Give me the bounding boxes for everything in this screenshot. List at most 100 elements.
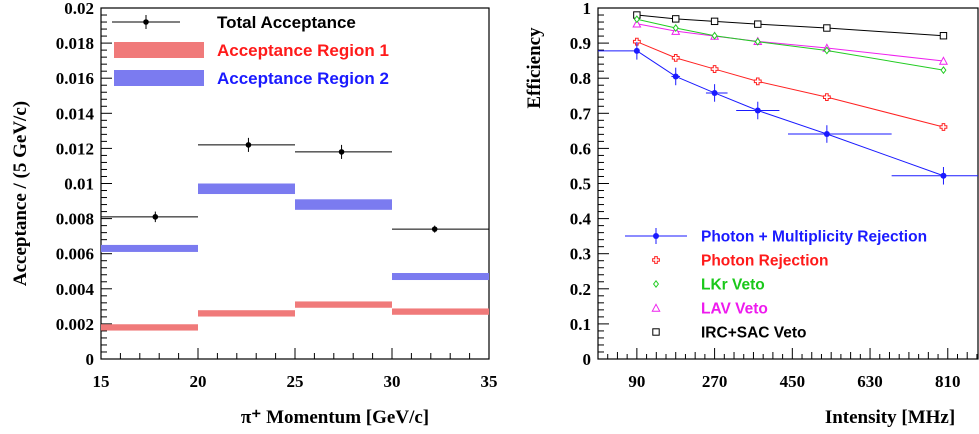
data-point [754,107,761,114]
x-axis-label: π⁺ Momentum [GeV/c] [241,407,429,428]
y-tick-label: 0 [583,350,592,369]
data-point [632,37,641,46]
data-point [939,32,948,40]
total-point [152,214,159,220]
x-tick-label: 30 [384,372,401,391]
y-tick-label: 0.2 [570,280,591,299]
legend-label: Acceptance Region 1 [217,41,389,60]
y-tick-label: 0.014 [56,104,95,123]
data-point [823,131,830,138]
y-tick-label: 0.006 [56,245,94,264]
data-point [711,31,718,40]
band-region2 [295,199,392,210]
band-region1 [101,324,198,331]
legend-marker-point [143,19,149,25]
data-point [710,17,719,26]
data-point [632,19,642,28]
y-tick-label: 0.012 [56,139,94,158]
legend: Total Acceptance Acceptance Region 1 Accep… [112,13,389,88]
y-tick-label: 0.7 [570,104,592,123]
legend-marker [653,233,659,239]
x-tick-label: 20 [190,372,207,391]
y-tick-label: 1 [583,0,592,18]
y-tick-label: 0.4 [570,210,592,229]
series-irc-sac-veto [633,11,948,40]
y-tick-label: 0.5 [570,175,591,194]
x-tick-label: 90 [628,372,645,391]
y-tick-label: 0.8 [570,69,591,88]
data-point [754,37,761,46]
x-axis-label: Intensity [MHz] [825,407,955,428]
data-point [753,77,762,86]
band-region2 [101,244,198,252]
series-photon-multiplicity-rejection [598,42,978,185]
total-point [338,149,345,155]
legend-marker [652,256,660,264]
y-tick-label: 0.008 [56,210,94,229]
x-tick-label: 35 [481,372,498,391]
data-point [671,53,680,62]
y-tick-label: 0.01 [64,175,94,194]
series-line [636,14,944,37]
total-point [245,142,252,148]
legend: Photon + Multiplicity Rejection Photon Re… [625,228,927,342]
data-point [823,46,830,55]
y-tick-label: 0.002 [56,315,94,334]
legend-label: IRC+SAC Veto [701,325,807,342]
x-tick-label: 630 [857,372,883,391]
band-region2 [392,273,489,281]
y-tick-label: 0.016 [56,69,94,88]
band-region2 [198,183,295,195]
y-tick-label: 0.02 [64,0,94,18]
legend-label: Photon Rejection [701,253,828,270]
x-tick-label: 450 [780,372,806,391]
legend-marker [652,279,660,289]
legend-marker [652,328,660,336]
legend-label: Acceptance Region 2 [217,69,389,88]
data-point [938,56,948,65]
legend-marker [651,303,661,312]
series-lav-veto [632,19,948,65]
data-point [711,89,718,96]
legend-swatch-region2 [114,70,204,86]
x-tick-label: 25 [287,372,304,391]
y-tick-label: 0 [86,350,95,369]
data-point [823,24,831,32]
band-region1 [295,301,392,308]
data-point [940,172,947,179]
legend-label: LKr Veto [701,277,765,294]
y-axis-label: Efficiency [524,27,545,109]
x-tick-label: 15 [93,372,110,391]
data-point [633,15,640,24]
data-point [672,23,679,33]
data-point [672,15,680,23]
data-point [940,66,947,75]
legend-label: Photon + Multiplicity Rejection [701,229,927,246]
band-region1 [392,308,489,315]
y-tick-label: 0.9 [570,34,591,53]
y-tick-label: 0.6 [570,139,591,158]
y-axis-label: Acceptance / (5 GeV/c) [10,101,31,286]
series-line [636,18,944,71]
x-tick-label: 810 [935,372,961,391]
legend-label: LAV Veto [701,301,768,318]
y-tick-label: 0.018 [56,34,94,53]
data-point [633,47,640,54]
legend-swatch-region1 [114,42,204,58]
data-point [710,65,719,73]
y-tick-label: 0.3 [570,245,591,264]
data-point [672,73,679,80]
data-point [822,93,831,102]
x-tick-label: 270 [702,372,728,391]
acceptance-chart: 15 20 25 30 35 0 0.002 0.004 0.006 0.008 0.01 0.012… [10,0,498,428]
y-tick-label: 0.004 [56,280,95,299]
band-region1 [198,310,295,317]
series-line [636,41,944,128]
legend-label: Total Acceptance [217,13,356,32]
total-point [431,226,438,232]
data-point [754,20,762,28]
data-point [939,123,948,131]
efficiency-chart: 90 270 450 630 810 0 0.1 0.2 0.3 0.4 0.5 0.6 0.7 0.8 0… [524,0,979,428]
